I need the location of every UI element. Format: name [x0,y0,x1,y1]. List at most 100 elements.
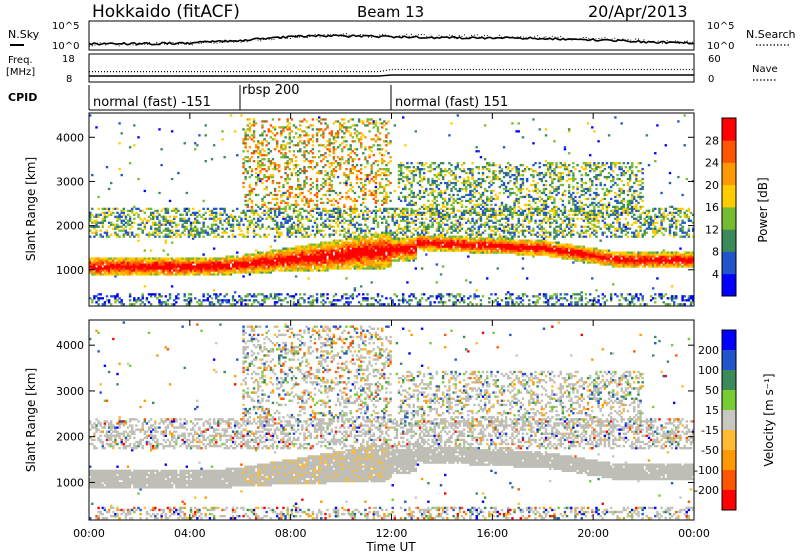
range-time-cell [110,273,113,276]
range-time-cell [284,221,287,224]
range-time-cell [368,122,371,125]
range-time-cell [261,203,264,207]
range-time-cell [372,138,375,141]
range-time-cell [456,247,460,250]
range-time-cell [332,243,336,246]
range-time-cell [315,243,319,246]
range-time-cell [383,251,386,254]
range-time-cell [244,175,247,179]
range-time-cell [215,265,218,268]
range-time-cell [338,259,342,262]
range-time-cell [133,297,136,300]
range-time-cell [452,173,455,177]
range-time-cell [290,173,294,177]
range-time-cell [435,239,439,242]
range-time-cell [261,158,264,161]
range-time-cell [374,245,378,248]
range-time-cell [359,171,363,175]
range-time-cell [345,239,348,242]
range-time-cell [460,217,464,220]
range-time-cell [259,271,262,274]
range-time-cell [116,257,119,260]
range-time-cell [359,189,363,193]
range-time-cell [217,267,220,270]
range-time-cell [399,219,403,222]
range-time-cell [402,195,405,199]
range-time-cell [439,171,443,175]
range-time-cell [332,211,336,214]
range-time-cell [460,199,464,203]
range-time-cell [374,235,378,238]
range-time-cell [469,207,472,211]
range-time-cell [452,185,455,189]
range-time-cell [217,257,220,260]
range-time-cell [183,219,186,222]
range-time-cell [257,140,260,143]
range-time-cell [273,164,277,167]
range-time-cell [105,299,109,302]
range-time-cell [273,223,277,226]
range-time-cell [223,211,226,214]
range-time-cell [244,134,247,137]
range-time-cell [364,197,367,201]
range-time-cell [93,231,96,234]
range-time-cell [254,299,258,302]
range-time-cell [391,259,394,262]
range-time-cell [408,249,411,252]
range-time-cell [292,203,296,207]
range-time-cell [299,134,302,137]
range-time-cell [280,134,283,137]
range-time-cell [149,225,153,228]
range-time-cell [439,231,443,234]
range-time-cell [246,134,249,137]
range-time-cell [168,231,172,234]
range-time-cell [240,299,243,302]
range-time-cell [204,229,207,232]
range-time-cell [290,249,294,252]
range-time-cell [364,257,367,260]
range-time-cell [328,245,331,248]
range-time-cell [387,241,390,244]
range-time-cell [372,235,375,238]
range-time-cell [91,267,94,270]
range-time-cell [105,215,109,218]
range-time-cell [284,162,287,165]
range-time-cell [381,203,384,207]
range-time-cell [347,213,350,216]
range-time-cell [357,243,361,246]
range-time-cell [309,209,312,213]
range-time-cell [206,231,210,234]
range-time-cell [311,148,315,151]
range-time-cell [91,263,94,266]
range-time-cell [168,257,172,260]
range-time-cell [336,245,340,248]
range-time-cell [156,257,159,260]
range-time-cell [448,235,451,238]
range-time-cell [391,239,394,242]
range-time-cell [311,167,315,171]
range-time-cell [240,259,243,262]
range-time-cell [294,166,298,169]
range-time-cell [381,237,384,240]
range-time-cell [389,171,392,175]
range-time-cell [189,267,193,270]
range-time-cell [219,213,222,216]
range-time-cell [448,245,451,248]
range-time-cell [349,223,352,226]
range-time-cell [112,257,115,260]
range-time-cell [296,179,300,183]
range-time-cell [381,154,384,157]
range-time-cell [326,243,329,246]
range-time-cell [246,295,249,298]
range-time-cell [259,171,262,175]
range-time-cell [381,251,384,254]
range-time-cell [410,181,413,185]
range-time-cell [387,169,390,173]
range-time-cell [248,273,252,276]
noise-right-tick-top: 10^5 [707,21,734,32]
range-time-cell [414,251,418,254]
range-time-cell [175,263,178,266]
range-time-cell [162,267,165,270]
range-time-cell [170,303,174,306]
range-time-cell [242,209,245,213]
